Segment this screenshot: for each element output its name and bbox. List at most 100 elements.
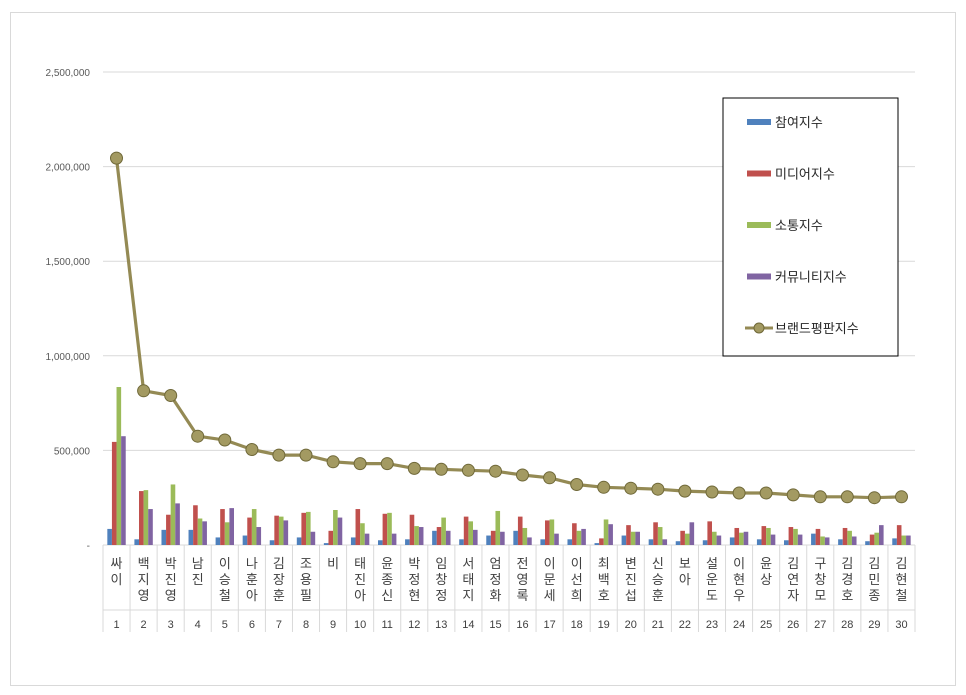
line-point [326, 455, 340, 469]
bar [712, 531, 717, 545]
bar [387, 512, 392, 545]
line-point [489, 464, 502, 478]
brand-index-line [110, 151, 908, 505]
bar [278, 516, 284, 545]
bar [337, 517, 343, 545]
x-axis: 싸 이 1 백 지 영 2 박 진 영 3 남 진 4 이 승 철 5 나 훈 아 6 김 장 훈 7 조 용 필 8 비 9 태 진 아 10 윤 종 신… [102, 545, 916, 632]
bar [838, 539, 843, 545]
bar [599, 538, 604, 545]
legend-marker [753, 322, 765, 334]
bar [382, 513, 388, 545]
bar [545, 520, 550, 545]
bar [436, 527, 442, 545]
bar [107, 528, 112, 545]
bar [847, 530, 852, 545]
bar [432, 530, 437, 545]
bar [793, 528, 798, 545]
bar [188, 529, 194, 545]
bar [229, 508, 234, 545]
x-rank-label: 5 [222, 619, 228, 631]
x-rank-label: 18 [571, 619, 583, 631]
x-rank-label: 22 [679, 619, 691, 631]
x-rank-label: 10 [354, 619, 366, 631]
bar [242, 535, 248, 545]
line-point [705, 485, 719, 499]
y-tick-label: - [87, 541, 90, 552]
bar [459, 539, 464, 545]
bar [540, 539, 545, 545]
legend-label: 참여지수 [775, 116, 823, 131]
bar [364, 533, 370, 545]
bar [684, 533, 690, 545]
legend-swatch [747, 119, 771, 125]
line-point [434, 462, 448, 476]
line-point [867, 491, 881, 505]
bar [707, 521, 712, 545]
bar [743, 531, 749, 545]
bar [567, 539, 573, 545]
bar [418, 527, 424, 545]
bar [333, 510, 338, 545]
line-point [137, 384, 151, 398]
bar [517, 516, 523, 545]
bar [851, 536, 857, 545]
bar [513, 530, 518, 545]
x-rank-label: 24 [733, 619, 745, 631]
line-point [461, 463, 475, 477]
bar [405, 539, 410, 545]
bar [603, 519, 609, 545]
bar [572, 523, 577, 545]
y-tick-label: 500,000 [54, 446, 91, 457]
bar [879, 525, 884, 545]
bar [653, 522, 658, 545]
bar [797, 534, 803, 545]
x-rank-label: 30 [895, 619, 907, 631]
line-point [218, 433, 232, 447]
bar [486, 535, 491, 545]
y-tick-label: 1,500,000 [46, 257, 91, 268]
bar [473, 529, 478, 545]
bar [865, 541, 870, 545]
bar [756, 539, 762, 545]
bar [657, 527, 663, 545]
bar [788, 527, 794, 545]
bar [328, 530, 334, 545]
bar [161, 529, 167, 545]
x-rank-label: 21 [652, 619, 664, 631]
bar [766, 527, 771, 545]
x-rank-label: 8 [303, 619, 309, 631]
bar [702, 540, 708, 545]
line-point [543, 471, 557, 485]
bar [815, 528, 821, 545]
bar [554, 533, 559, 545]
x-rank-label: 16 [516, 619, 528, 631]
x-rank-label: 14 [462, 619, 474, 631]
line-point [353, 457, 367, 471]
bar [729, 537, 735, 545]
bar [139, 491, 144, 545]
bar [301, 512, 306, 545]
x-rank-label: 17 [543, 619, 555, 631]
x-rank-label: 27 [814, 619, 826, 631]
bar [445, 530, 451, 545]
bar [770, 534, 776, 545]
x-rank-label: 7 [276, 619, 282, 631]
y-tick-label: 1,000,000 [46, 352, 91, 363]
x-rank-label: 12 [408, 619, 420, 631]
bar [283, 520, 289, 545]
bar [355, 509, 361, 545]
bar [522, 527, 528, 545]
